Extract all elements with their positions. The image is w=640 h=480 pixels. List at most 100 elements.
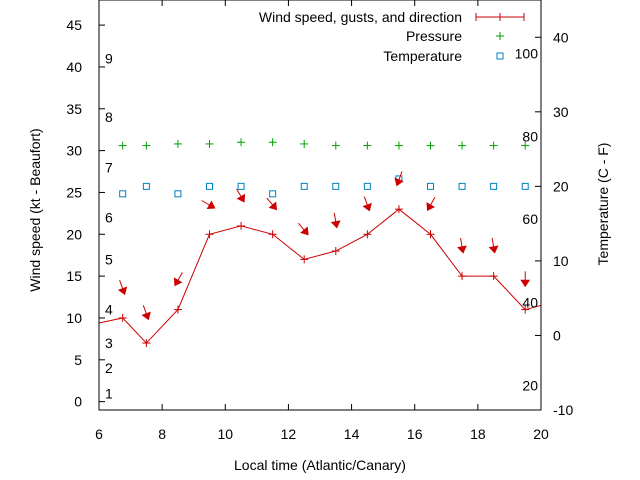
pressure-point (205, 139, 214, 148)
temperature-point (458, 182, 466, 190)
beaufort-label: 9 (105, 51, 113, 67)
pressure-point (458, 141, 467, 150)
pressure-point (521, 141, 530, 150)
wind-arrow-head (300, 226, 309, 236)
y-tick-label: 40 (66, 59, 82, 75)
y-tick-label: 25 (66, 184, 82, 200)
wind-speed-point (173, 305, 182, 314)
y2-tick-label: 0 (553, 327, 561, 343)
y2-tick-label: 30 (553, 104, 569, 120)
wind-direction-arrow (236, 188, 246, 203)
wind-speed-point (458, 272, 467, 281)
wind-direction-arrow (201, 200, 216, 210)
wind-speed-point (237, 221, 246, 230)
y2-tick-label: 20 (553, 178, 569, 194)
x-tick-label: 20 (533, 426, 549, 442)
wind-arrow-head (426, 202, 436, 211)
wind-arrow-head (520, 279, 531, 288)
pressure-point (331, 141, 340, 150)
y-axis-label: Wind speed (kt - Beaufort) (27, 128, 43, 291)
wind-arrow-head (173, 277, 183, 287)
y2-tick-label: 10 (553, 253, 569, 269)
temperature-point (427, 182, 434, 190)
x-tick-label: 18 (470, 426, 486, 442)
y-tick-label: 30 (66, 143, 82, 159)
axes-layer: 6 8 10 12 14 16 18 20051015202530354045-1001020… (66, 0, 573, 442)
fahrenheit-label: 40 (522, 295, 538, 311)
y-tick-label: 10 (66, 310, 82, 326)
wind-speed-point (268, 230, 277, 239)
wind-arrow-head (268, 201, 278, 211)
wind-speed-point (205, 230, 214, 239)
pressure-point (268, 138, 277, 147)
wind-direction-arrow (488, 237, 499, 254)
wind-arrow-head (236, 193, 246, 203)
wind-direction-arrow (298, 222, 309, 236)
fahrenheit-label: 80 (522, 128, 538, 144)
legend-label-temperature: Temperature (383, 48, 462, 64)
wind-direction-arrow (117, 280, 128, 296)
y2-tick-label: 40 (553, 29, 569, 45)
wind-speed-point (394, 205, 403, 214)
wind-speed-point (426, 230, 435, 239)
wind-arrow-head (362, 202, 372, 212)
x-tick-label: 16 (407, 426, 423, 442)
beaufort-label: 1 (105, 385, 113, 401)
y2-axis-label: Temperature (C - F) (595, 143, 611, 266)
temperature-point (363, 182, 371, 190)
wind-arrow-head (117, 286, 128, 296)
pressure-point (173, 139, 182, 148)
wind-arrow-head (206, 200, 216, 210)
temperature-point (300, 182, 308, 190)
wind-direction-arrow (394, 171, 404, 187)
beaufort-label: 3 (105, 335, 113, 351)
wind-direction-arrow (520, 271, 531, 288)
plot-layer (99, 138, 541, 348)
temperature-point (521, 182, 529, 190)
x-axis-label: Local time (Atlantic/Canary) (234, 457, 406, 473)
wind-speed-point (521, 305, 530, 314)
beaufort-label: 7 (105, 159, 113, 175)
x-tick-label: 6 (95, 426, 103, 442)
wind-arrow-head (488, 245, 499, 254)
temperature-point (490, 182, 498, 190)
beaufort-label: 2 (105, 360, 113, 376)
wind-direction-arrow (457, 237, 467, 254)
pressure-point (394, 141, 403, 150)
labels-layer: Local time (Atlantic/Canary) Wind speed … (27, 128, 611, 473)
pressure-point (118, 141, 127, 150)
x-tick-label: 14 (344, 426, 360, 442)
wind-arrow-head (457, 245, 467, 254)
fahrenheit-label: 20 (522, 377, 538, 393)
temperature-point (119, 190, 127, 198)
y2-tick-label: -10 (553, 402, 573, 418)
pressure-point (237, 138, 246, 147)
x-tick-label: 10 (217, 426, 233, 442)
fahrenheit-label: 60 (522, 211, 538, 227)
wind-arrow-head (394, 177, 404, 187)
legend: Wind speed, gusts, and direction Pressur… (259, 9, 525, 64)
wind-direction-arrow (266, 197, 278, 211)
pressure-point (426, 141, 435, 150)
y-tick-label: 20 (66, 226, 82, 242)
temperature-point (142, 182, 150, 190)
legend-sample-temperature (496, 52, 504, 60)
wind-speed-line (99, 208, 541, 344)
y-tick-label: 35 (66, 101, 82, 117)
y-tick-label: 0 (74, 394, 82, 410)
wind-arrow-head (330, 220, 341, 229)
legend-label-pressure: Pressure (406, 28, 462, 44)
wind-speed-point (300, 255, 309, 264)
temperature-point (206, 182, 213, 190)
wind-direction-arrow (330, 212, 341, 229)
beaufort-label: 8 (105, 109, 113, 125)
x-tick-label: 8 (158, 426, 166, 442)
temperature-point (174, 190, 182, 198)
wind-arrow-head (141, 311, 151, 321)
y-tick-label: 5 (74, 352, 82, 368)
beaufort-label: 6 (105, 210, 113, 226)
pressure-point (142, 141, 151, 150)
plot-frame (98, 0, 542, 411)
x-tick-label: 12 (281, 426, 297, 442)
wind-speed-point (118, 313, 127, 322)
